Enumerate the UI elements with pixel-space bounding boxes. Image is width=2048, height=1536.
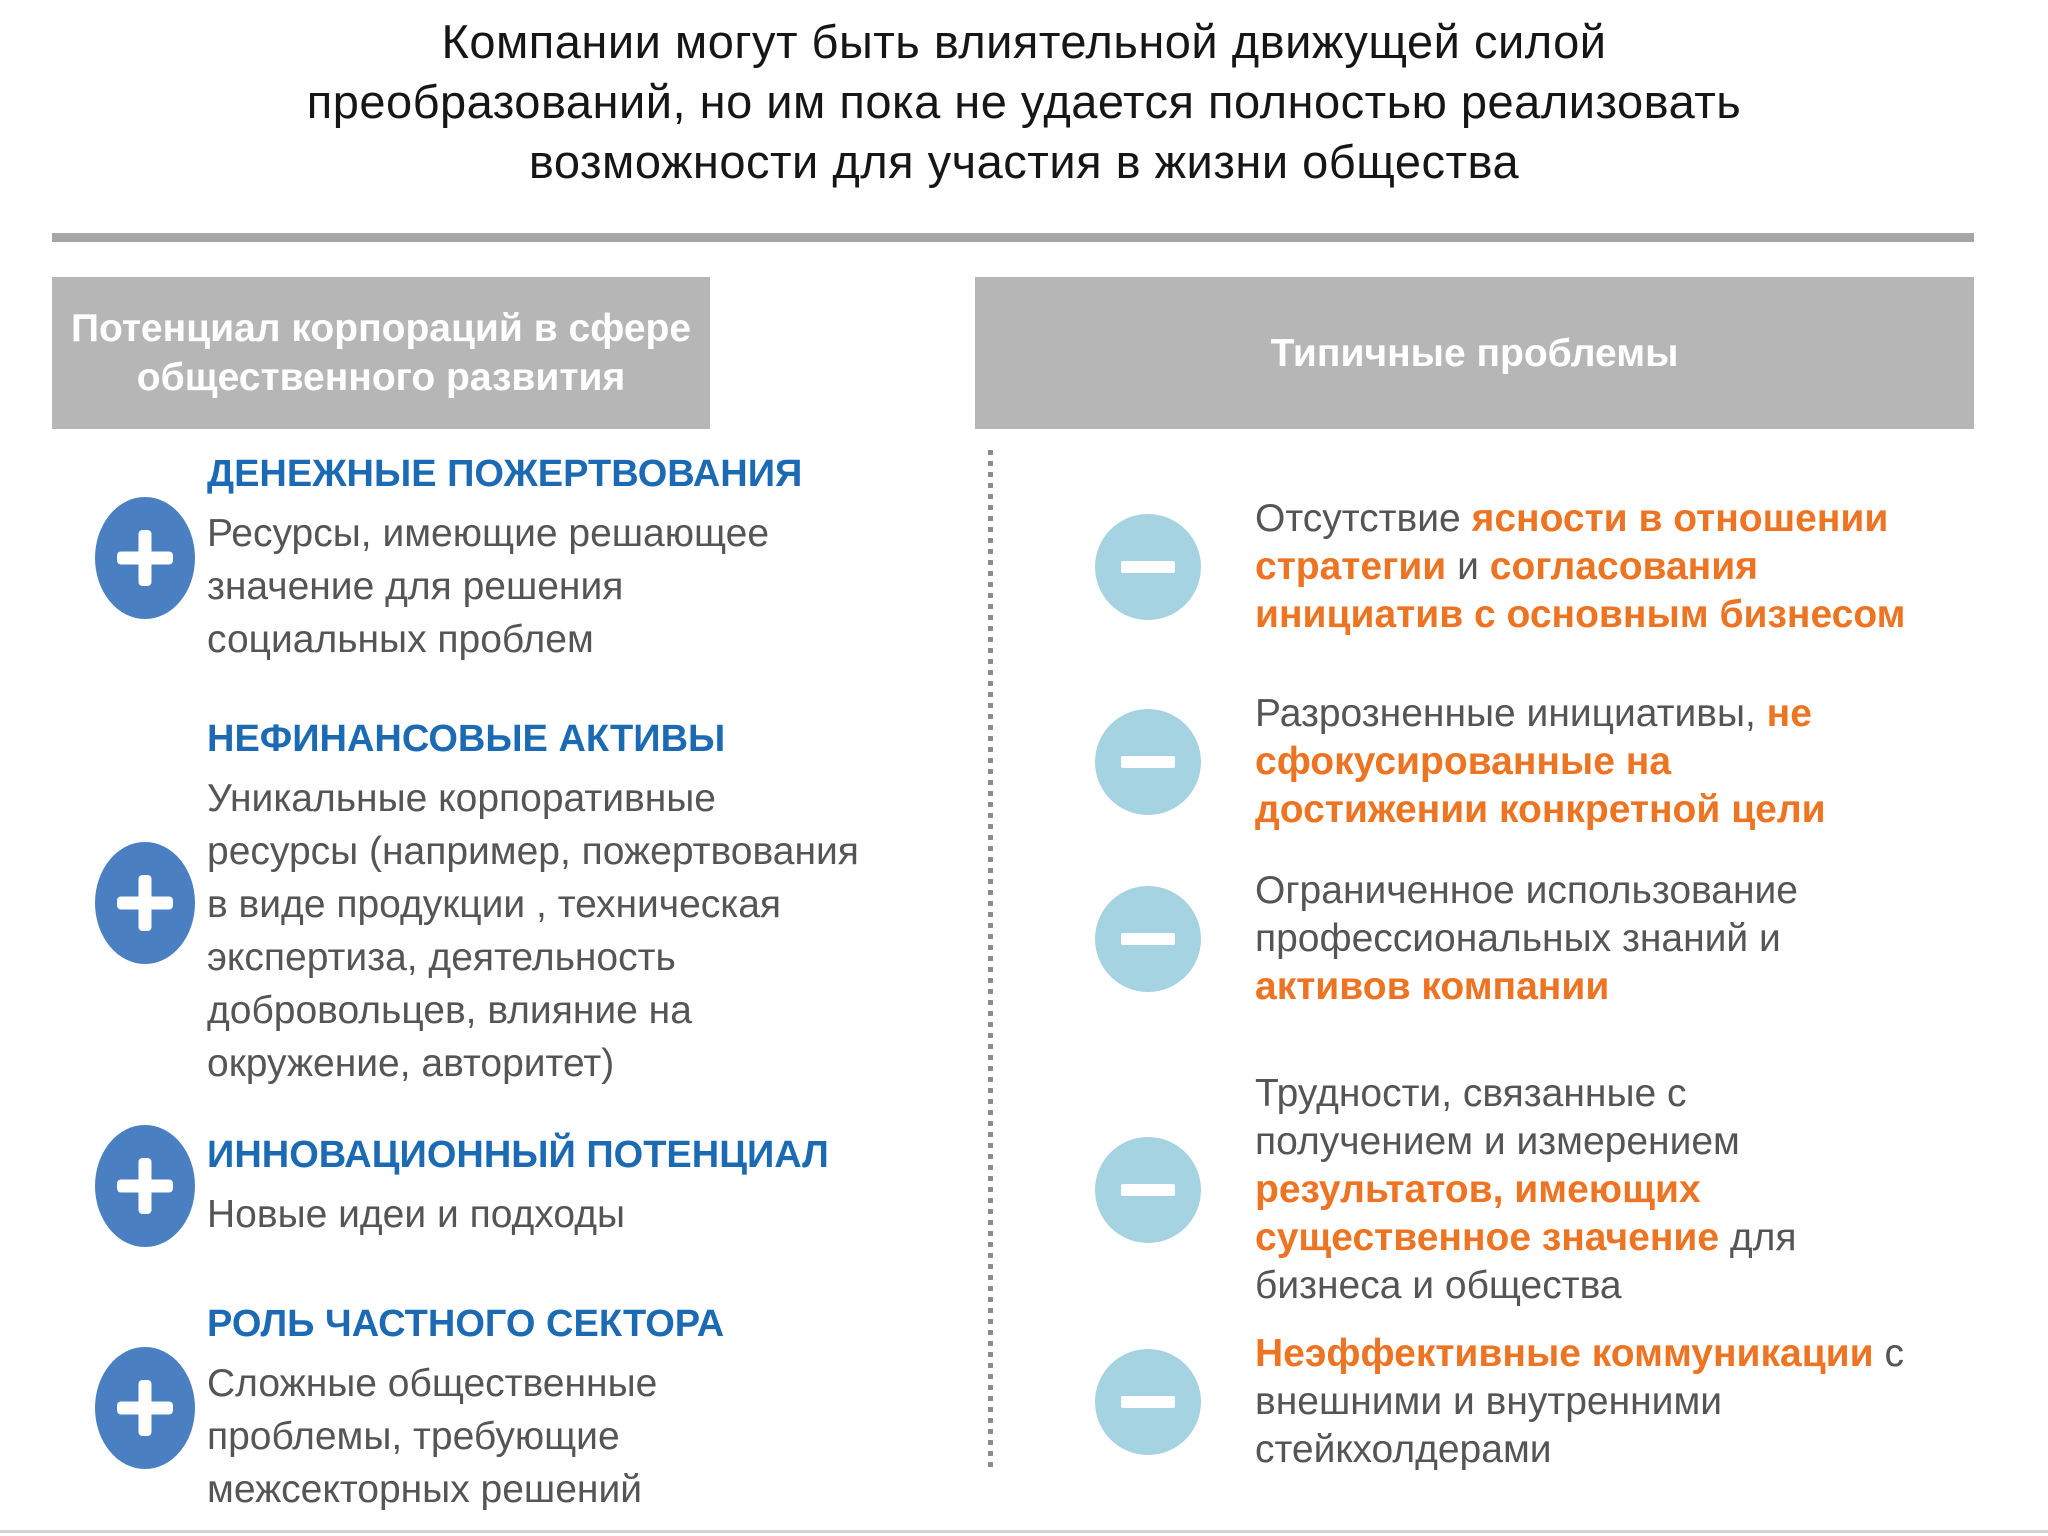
item-heading: РОЛЬ ЧАСТНОГО СЕКТОРА — [207, 1303, 725, 1345]
potential-item: РОЛЬ ЧАСТНОГО СЕКТОРА Сложные общественн… — [52, 1300, 977, 1516]
problem-item: Трудности, связанные с получением и изме… — [1000, 1070, 1985, 1310]
potential-item: ДЕНЕЖНЫЕ ПОЖЕРТВОВАНИЯ Ресурсы, имеющие … — [52, 450, 977, 666]
item-body: Сложные общественные проблемы, требующие… — [207, 1362, 658, 1511]
left-column-header: Потенциал корпораций в сфере общественно… — [52, 277, 710, 429]
item-heading: ИННОВАЦИОННЫЙ ПОТЕНЦИАЛ — [207, 1134, 829, 1176]
problem-item: Отсутствие ясности в отношении стратегии… — [1000, 495, 1985, 639]
item-heading: НЕФИНАНСОВЫЕ АКТИВЫ — [207, 718, 726, 760]
column-divider-dotted-line — [988, 450, 993, 1470]
item-body: Ресурсы, имеющие решающее значение для р… — [207, 512, 770, 661]
minus-icon — [1095, 1349, 1201, 1455]
problem-item: Ограниченное использование профессиональ… — [1000, 867, 1985, 1011]
plus-icon — [95, 841, 195, 964]
item-body: Уникальные корпоративные ресурсы (наприм… — [207, 777, 859, 1085]
right-column-header-label: Типичные проблемы — [1270, 331, 1679, 375]
left-column-header-label: Потенциал корпораций в сфере общественно… — [70, 307, 692, 399]
minus-icon — [1095, 886, 1201, 992]
potential-item: НЕФИНАНСОВЫЕ АКТИВЫ Уникальные корпорати… — [52, 715, 977, 1090]
slide-bottom-border — [0, 1530, 2048, 1533]
item-heading: ДЕНЕЖНЫЕ ПОЖЕРТВОВАНИЯ — [207, 453, 803, 495]
plus-icon — [95, 1125, 195, 1247]
problem-text: Трудности, связанные с получением и изме… — [1255, 1072, 1797, 1307]
plus-icon — [95, 497, 195, 619]
problem-text: Разрозненные инициативы, не сфокусирован… — [1255, 692, 1826, 831]
right-column-header: Типичные проблемы — [975, 277, 1974, 429]
page-title: Компании могут быть влиятельной движущей… — [306, 15, 1742, 188]
minus-icon — [1095, 1137, 1201, 1243]
problem-text: Отсутствие ясности в отношении стратегии… — [1255, 497, 1906, 636]
title-divider — [52, 233, 1974, 242]
problem-item: Неэффективные коммуникации с внешними и … — [1000, 1330, 1985, 1474]
problem-item: Разрозненные инициативы, не сфокусирован… — [1000, 690, 1985, 834]
item-body: Новые идеи и подходы — [207, 1193, 625, 1236]
potential-item: ИННОВАЦИОННЫЙ ПОТЕНЦИАЛ Новые идеи и под… — [52, 1125, 977, 1247]
problem-text: Ограниченное использование профессиональ… — [1255, 869, 1798, 1008]
problem-text: Неэффективные коммуникации с внешними и … — [1255, 1332, 1904, 1471]
minus-icon — [1095, 709, 1201, 815]
minus-icon — [1095, 514, 1201, 620]
plus-icon — [95, 1347, 195, 1469]
